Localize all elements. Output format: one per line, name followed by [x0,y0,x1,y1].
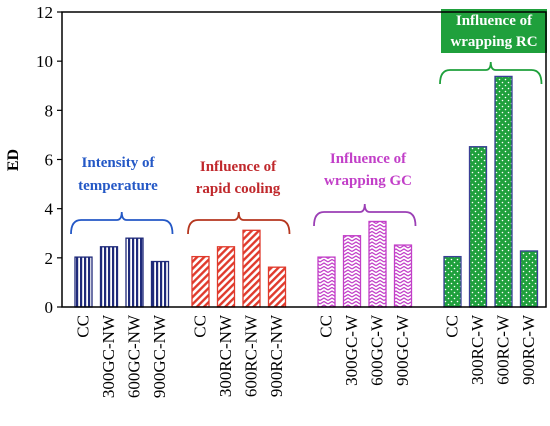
group-bracket [313,203,417,227]
bar-cc [191,255,210,308]
group-bracket [187,211,291,235]
x-axis-tick-labels: CC 300GC-NW 600GC-NW 900GC-NW CC 300RC-NW 600R… [74,314,539,398]
x-tick-label: 600GC-W [368,314,387,386]
x-tick-label: CC [191,315,210,338]
group-brackets: Intensity of temperature Influence of rapid… [70,9,547,235]
group-bracket [439,61,543,85]
x-tick-label: 900RC-NW [267,314,286,397]
bar-cc [443,255,462,308]
bar-cc [74,256,93,308]
x-tick-label: 900GC-NW [150,314,169,398]
x-tick-label: CC [443,315,462,338]
y-tick-label: 0 [45,298,54,317]
x-tick-label: 900GC-W [393,314,412,386]
y-axis-ticks: 0 2 4 6 8 10 12 [36,3,62,317]
y-tick-label: 2 [45,249,54,268]
bar-300rc-nw [216,246,236,308]
group-label: wrapping RC [450,34,537,50]
group-label: Intensity of [82,155,156,171]
bar-cc [317,256,336,308]
group-label: Influence of [330,151,407,167]
y-axis-title-group: ED [5,149,22,171]
y-tick-label: 8 [45,101,54,120]
bar-600rc-nw [242,229,261,308]
y-axis-title: ED [5,149,22,171]
bar-900gc-w [393,244,413,308]
x-tick-label: 300RC-NW [216,314,235,397]
y-tick-label: 12 [36,3,53,22]
bar-600gc-nw [125,237,144,308]
x-tick-label: 900RC-W [519,314,538,385]
bar-600rc-w [494,75,513,308]
x-tick-label: 600RC-W [494,314,513,385]
y-tick-label: 10 [36,52,53,71]
y-tick-label: 6 [45,151,54,170]
x-tick-label: 300RC-W [468,314,487,385]
x-tick-label: CC [74,315,93,338]
y-tick-label: 4 [45,200,54,219]
x-tick-label: 300GC-W [342,314,361,386]
group-label: Influence of [456,13,533,29]
group-label: rapid cooling [196,181,281,197]
plot-frame [61,11,547,308]
group-bracket [70,211,174,235]
bar-300gc-w [342,235,362,308]
group-label: Influence of [200,159,277,175]
bar-300gc-nw [99,246,119,308]
bar-900gc-nw [150,260,170,308]
group-label: wrapping GC [324,173,412,189]
bar-300rc-w [468,146,488,308]
x-tick-label: CC [317,315,336,338]
group-label: temperature [78,178,158,194]
x-tick-label: 600GC-NW [125,314,144,398]
x-tick-label: 300GC-NW [99,314,118,398]
group-label-background [441,9,547,53]
bar-900rc-w [519,250,539,308]
bar-900rc-nw [267,266,287,308]
x-tick-label: 600RC-NW [242,314,261,397]
bar-600gc-w [368,220,387,308]
